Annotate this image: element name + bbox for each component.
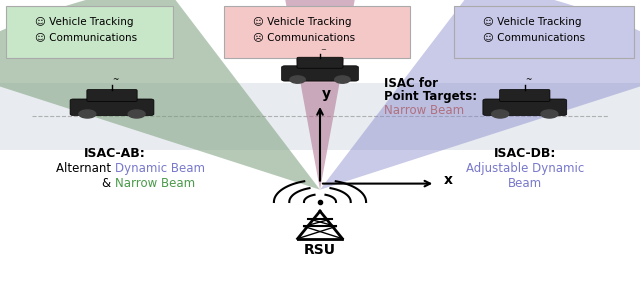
Text: RSU: RSU — [304, 243, 336, 257]
FancyBboxPatch shape — [454, 6, 634, 58]
Text: &: & — [102, 177, 115, 190]
Text: ~: ~ — [113, 75, 118, 84]
Text: ☺ Vehicle Tracking: ☺ Vehicle Tracking — [483, 17, 582, 27]
Polygon shape — [0, 0, 320, 190]
Text: Alternant: Alternant — [56, 162, 115, 175]
Text: Adjustable Dynamic: Adjustable Dynamic — [466, 162, 584, 175]
Text: Narrow Beam: Narrow Beam — [384, 104, 464, 117]
Circle shape — [335, 76, 350, 83]
Text: y: y — [322, 87, 331, 101]
Text: ISAC for: ISAC for — [384, 76, 438, 89]
Text: ☺ Vehicle Tracking: ☺ Vehicle Tracking — [253, 17, 351, 27]
Text: Beam: Beam — [508, 177, 542, 190]
Text: x: x — [444, 173, 452, 187]
Circle shape — [128, 110, 145, 118]
Text: ☺ Communications: ☺ Communications — [483, 32, 586, 42]
Text: ☹ Communications: ☹ Communications — [253, 32, 355, 42]
Polygon shape — [320, 0, 640, 190]
Text: Point Targets:: Point Targets: — [384, 90, 477, 103]
Text: ~: ~ — [320, 47, 326, 53]
Circle shape — [79, 110, 96, 118]
FancyBboxPatch shape — [500, 90, 550, 102]
Text: ISAC-DB:: ISAC-DB: — [493, 147, 556, 160]
FancyBboxPatch shape — [297, 57, 343, 68]
Polygon shape — [281, 0, 359, 190]
FancyBboxPatch shape — [282, 66, 358, 81]
FancyBboxPatch shape — [70, 99, 154, 116]
Circle shape — [290, 76, 305, 83]
Text: Narrow Beam: Narrow Beam — [115, 177, 195, 190]
Text: ISAC-AB:: ISAC-AB: — [84, 147, 146, 160]
Text: Dynamic Beam: Dynamic Beam — [115, 162, 205, 175]
FancyBboxPatch shape — [0, 83, 640, 150]
FancyBboxPatch shape — [87, 90, 137, 102]
Text: ☺ Communications: ☺ Communications — [35, 32, 138, 42]
Circle shape — [492, 110, 509, 118]
Text: ~: ~ — [525, 75, 531, 84]
FancyBboxPatch shape — [483, 99, 567, 116]
FancyBboxPatch shape — [224, 6, 410, 58]
FancyBboxPatch shape — [6, 6, 173, 58]
Circle shape — [541, 110, 558, 118]
Text: ☺ Vehicle Tracking: ☺ Vehicle Tracking — [35, 17, 134, 27]
